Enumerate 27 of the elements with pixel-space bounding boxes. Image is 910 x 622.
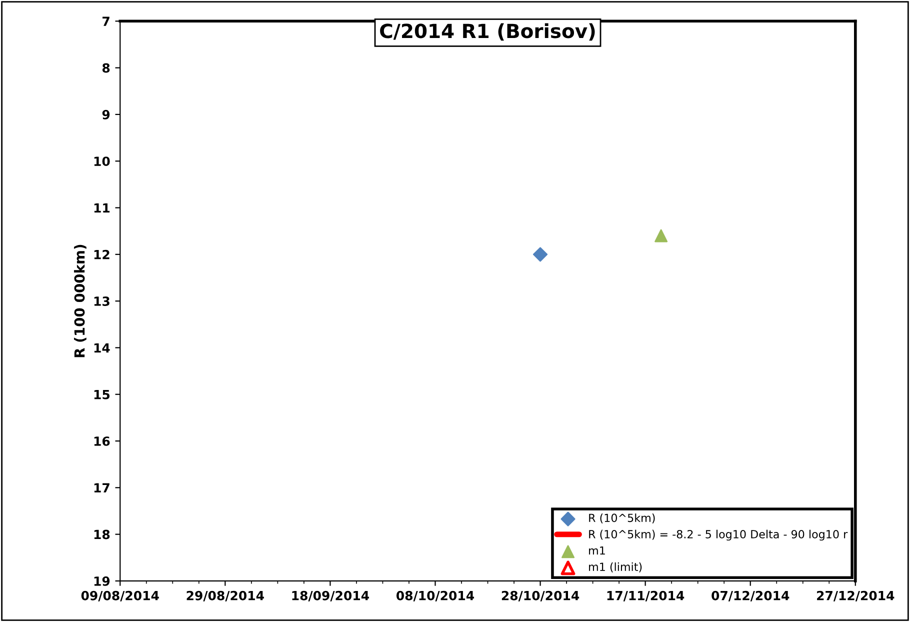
y-tick-label: 13 [94,296,110,306]
x-tick-label: 18/09/2014 [292,590,369,602]
x-tick-label: 08/10/2014 [396,590,474,602]
x-tick-label: 29/08/2014 [186,590,264,602]
x-tick-label: 28/10/2014 [502,590,580,602]
y-tick-label: 7 [102,16,110,26]
x-tick-label: 09/08/2014 [81,590,159,602]
y-tick-label: 18 [94,530,110,540]
y-tick-label: 11 [94,203,110,212]
legend-label: m1 [589,546,605,555]
y-tick-label: 10 [94,156,110,166]
y-tick-label: 19 [94,576,110,586]
x-tick-label: 07/12/2014 [712,590,790,602]
legend-label: R (10^5km) [589,513,655,524]
y-axis-title: R (100 000km) [74,244,86,358]
legend-label: R (10^5km) = -8.2 - 5 log10 Delta - 90 log10 r [589,530,848,541]
y-tick-label: 9 [102,110,110,120]
y-tick-label: 15 [94,390,110,400]
legend-label: m1 (limit) [589,562,642,572]
y-tick-label: 17 [94,483,110,492]
chart-title: C/2014 R1 (Borisov) [380,23,595,41]
y-tick-label: 12 [94,250,110,260]
x-tick-label: 27/12/2014 [817,590,894,602]
y-tick-label: 14 [94,343,110,352]
x-tick-label: 17/11/2014 [607,590,684,602]
y-tick-label: 8 [102,63,110,73]
y-tick-label: 16 [94,436,110,446]
